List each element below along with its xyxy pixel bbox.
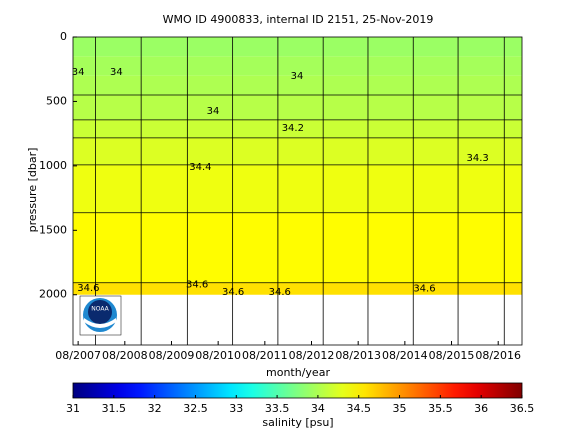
colorbar-tick-label: 35.5 (428, 402, 453, 415)
salinity-band (73, 37, 522, 57)
y-tick-label: 0 (60, 30, 67, 43)
salinity-band (73, 56, 522, 76)
x-axis-label: month/year (266, 366, 330, 379)
x-tick-label: 08/2015 (429, 349, 475, 362)
x-tick-label: 08/2011 (242, 349, 288, 362)
plot-area: 34 34 34 34 34.2 34.3 34.4 34.6 34.6 34.6 34.6 34.6 (72, 37, 522, 345)
colorbar (72, 382, 523, 399)
salinity-band (73, 94, 522, 120)
contour-label: 34 (291, 71, 304, 82)
contour-label: 34 (207, 106, 220, 117)
colorbar-tick-label: 31.5 (102, 402, 127, 415)
colorbar-tick-label: 34.5 (346, 402, 371, 415)
x-tick-label: 08/2010 (195, 349, 241, 362)
colorbar-tick-label: 32.5 (183, 402, 208, 415)
x-tick-label: 08/2008 (102, 349, 148, 362)
colorbar-tick-label: 34 (311, 402, 325, 415)
salinity-band (73, 282, 522, 295)
colorbar-tick-label: 35 (393, 402, 407, 415)
contour-label: 34.6 (269, 287, 291, 298)
y-tick-label: 1000 (39, 159, 67, 172)
contour-label: 34.6 (222, 287, 244, 298)
y-axis-label: pressure [dbar] (26, 148, 39, 233)
contour-label: 34 (72, 67, 85, 78)
salinity-band (73, 164, 522, 213)
salinity-band (73, 137, 522, 165)
contour-label: 34.6 (77, 283, 99, 294)
y-tick-label: 2000 (39, 288, 67, 301)
colorbar-tick-label: 36 (474, 402, 488, 415)
x-tick-label: 08/2014 (382, 349, 428, 362)
colorbar-tick-label: 33.5 (265, 402, 290, 415)
logo: NOAA (79, 295, 122, 336)
contour-label: 34.6 (186, 280, 208, 291)
contour-label: 34.3 (467, 153, 489, 164)
contour-label: 34 (110, 67, 123, 78)
y-tick-label: 1500 (39, 223, 67, 236)
colorbar-tick-label: 31 (66, 402, 80, 415)
colorbar-tick-label: 33 (229, 402, 243, 415)
colorbar-tick-label: 32 (148, 402, 162, 415)
contour-label: 34.4 (189, 162, 211, 173)
logo-text: NOAA (91, 306, 109, 313)
x-tick-label: 08/2009 (149, 349, 195, 362)
x-tick-label: 08/2013 (335, 349, 381, 362)
x-tick-label: 08/2012 (289, 349, 335, 362)
colorbar-label: salinity [psu] (262, 416, 333, 429)
colorbar-tick-label: 36.5 (510, 402, 535, 415)
x-tick-label: 08/2016 (475, 349, 521, 362)
salinity-band (73, 212, 522, 283)
axes-frame (72, 36, 523, 346)
x-tick-label: 08/2007 (55, 349, 101, 362)
salinity-band (73, 75, 522, 95)
contour-label: 34.6 (413, 284, 435, 295)
salinity-band (73, 119, 522, 138)
contour-label: 34.2 (282, 123, 304, 134)
chart-title: WMO ID 4900833, internal ID 2151, 25-Nov… (163, 13, 434, 26)
y-tick-label: 500 (46, 94, 67, 107)
